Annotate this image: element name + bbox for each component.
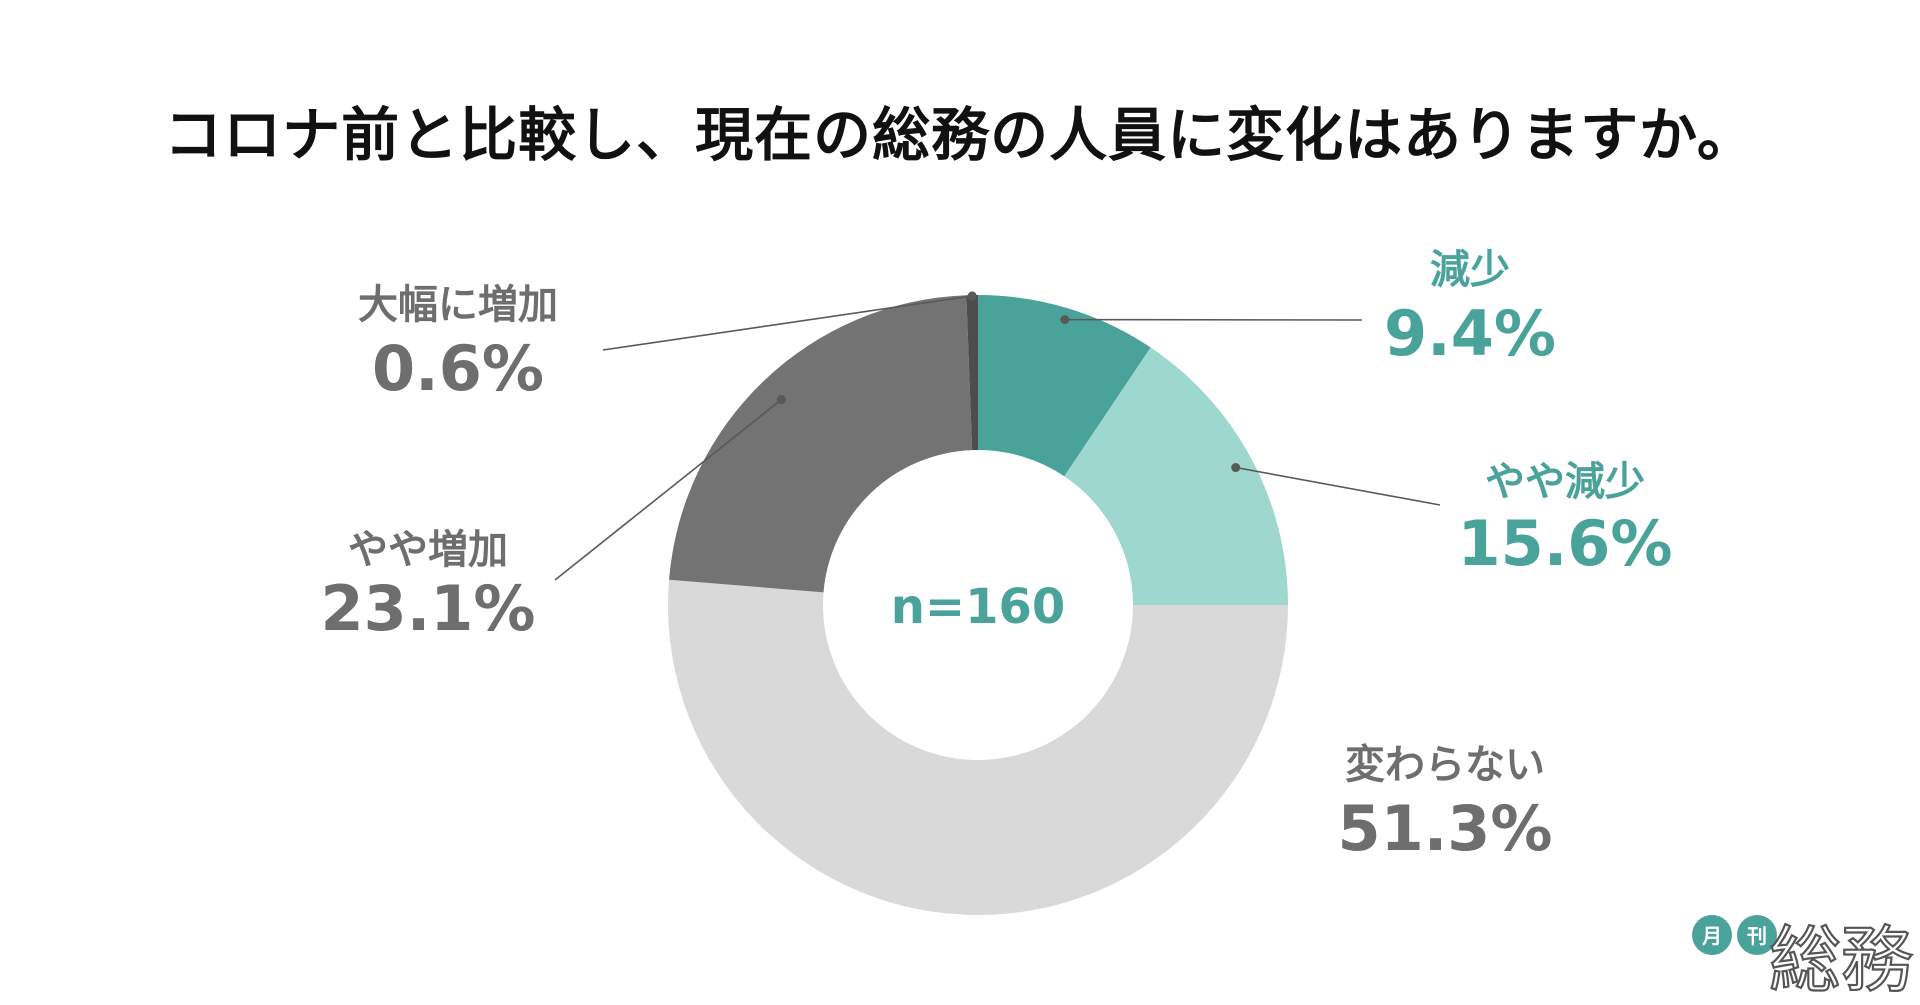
donut-slices bbox=[667, 295, 1288, 916]
leader-dot-2 bbox=[1231, 463, 1241, 473]
slice-2 bbox=[1064, 347, 1288, 605]
logo-name: 総務 bbox=[1769, 918, 1913, 1002]
slice-3 bbox=[667, 579, 1288, 916]
slice-value-3: 51.3% bbox=[1337, 792, 1552, 865]
brand-logo: 月 刊総務 bbox=[1692, 915, 1914, 1003]
logo-badge-1-circle bbox=[1692, 915, 1732, 955]
slice-label-2: やや減少 bbox=[1485, 459, 1645, 505]
leader-dot-5 bbox=[967, 291, 977, 301]
leader-line-4 bbox=[554, 398, 782, 581]
slice-value-5: 0.6% bbox=[372, 332, 544, 405]
slice-label-1: 減少 bbox=[1430, 247, 1510, 293]
center-label: n=160 bbox=[891, 579, 1066, 635]
slice-5 bbox=[966, 295, 978, 451]
slice-value-2: 15.6% bbox=[1457, 507, 1672, 580]
slice-label-3: 変わらない bbox=[1345, 742, 1545, 788]
logo-badge-2: 刊 bbox=[1747, 924, 1767, 948]
logo-badge-1: 月 bbox=[1701, 924, 1722, 948]
slice-value-4: 23.1% bbox=[320, 572, 535, 645]
slice-label-5: 大幅に増加 bbox=[358, 282, 558, 328]
slice-1 bbox=[978, 295, 1151, 477]
slice-4 bbox=[669, 295, 973, 593]
chart-title: コロナ前と比較し、現在の総務の人員に変化はありますか。 bbox=[164, 101, 1756, 169]
logo-badge-2-circle bbox=[1737, 915, 1777, 955]
slice-label-4: やや増加 bbox=[348, 527, 508, 573]
slice-value-1: 9.4% bbox=[1384, 297, 1556, 370]
leader-line-2 bbox=[1235, 466, 1441, 506]
leader-dot-4 bbox=[776, 395, 786, 405]
leader-line-5 bbox=[602, 295, 973, 351]
leader-dot-1 bbox=[1060, 315, 1070, 325]
